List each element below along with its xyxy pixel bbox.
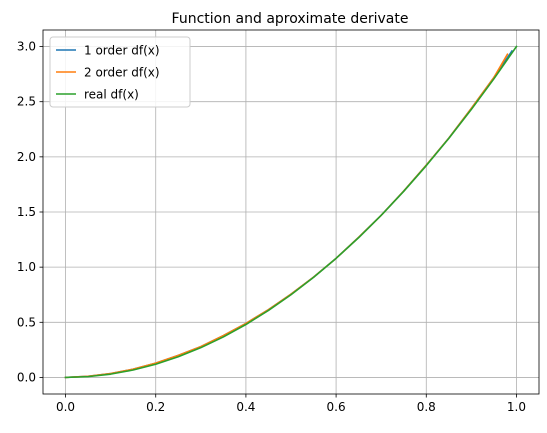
x-tick-label: 0.6 — [327, 400, 346, 414]
legend-label: 2 order df(x) — [84, 66, 160, 80]
y-tick-label: 0.5 — [17, 315, 36, 329]
x-tick-label: 0.4 — [236, 400, 255, 414]
y-tick-label: 1.5 — [17, 205, 36, 219]
x-tick-label: 0.8 — [417, 400, 436, 414]
legend-label: real df(x) — [84, 88, 139, 102]
legend-label: 1 order df(x) — [84, 44, 160, 58]
y-tick-label: 2.0 — [17, 150, 36, 164]
series-line-3 — [64, 45, 518, 379]
y-tick-label: 0.0 — [17, 370, 36, 384]
plot-lines — [64, 45, 518, 379]
x-tick-label: 0.0 — [56, 400, 75, 414]
legend-box — [49, 36, 191, 108]
y-tick-label: 1.0 — [17, 260, 36, 274]
legend: 1 order df(x) 2 order df(x) real df(x) — [49, 36, 191, 108]
x-tick-label: 0.2 — [146, 400, 165, 414]
chart-title: Function and aproximate derivate — [172, 11, 409, 27]
y-tick-label: 2.5 — [17, 95, 36, 109]
x-tick-label: 1.0 — [507, 400, 526, 414]
y-tick-label: 3.0 — [17, 40, 36, 54]
axis-ticks: 0.0 0.2 0.4 0.6 0.8 1.0 0.0 0.5 1.0 1.5 2.0 2.5 3.0 — [17, 40, 526, 414]
